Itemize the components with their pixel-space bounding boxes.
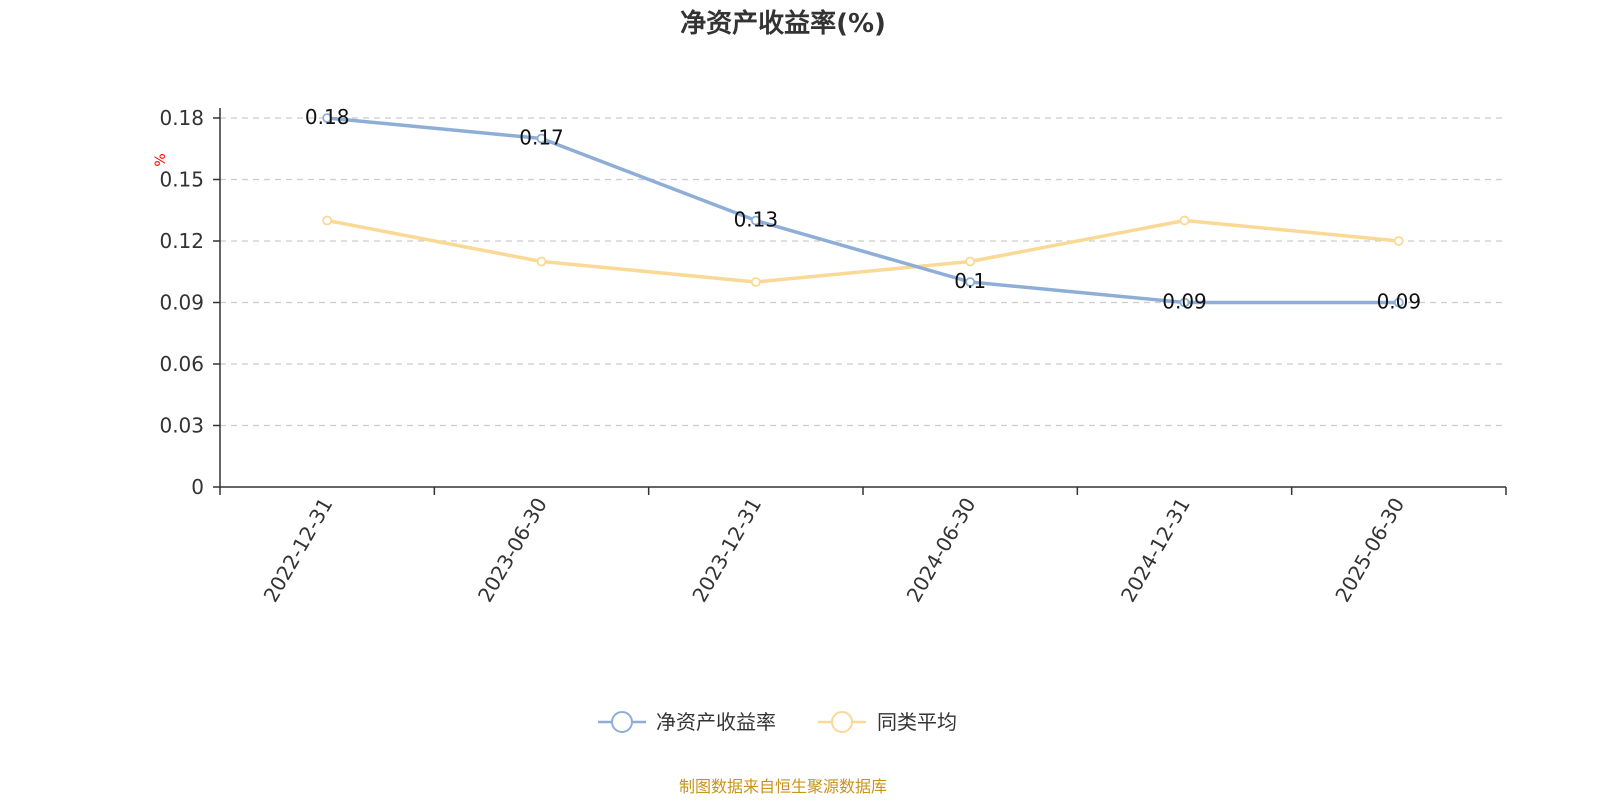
data-label: 0.18 — [305, 105, 350, 129]
y-tick-label: 0.09 — [159, 291, 204, 315]
data-label: 0.09 — [1162, 290, 1207, 314]
series-line-peer-average — [326, 218, 1399, 284]
x-tick-label: 2022-12-31 — [259, 494, 338, 607]
data-point — [536, 256, 547, 267]
legend-marker-icon — [831, 711, 853, 733]
data-point — [536, 133, 547, 144]
legend-item-peer-average[interactable]: 同类平均 — [818, 710, 957, 734]
data-labels: 0.18 0.17 0.13 0.1 0.09 0.09 — [305, 105, 1421, 314]
y-tick-label: 0 — [191, 475, 204, 499]
legend[interactable]: 净资产收益率 同类平均 — [598, 710, 957, 734]
axes: 0 0.03 0.06 0.09 0.12 0.15 0.18 2022-12-31 2023-… — [159, 106, 1507, 607]
legend-label: 净资产收益率 — [656, 710, 776, 734]
legend-marker-icon — [611, 711, 633, 733]
y-tick-label: 0.18 — [159, 106, 204, 130]
legend-item-roe[interactable]: 净资产收益率 — [598, 710, 776, 734]
data-label: 0.13 — [734, 208, 779, 232]
y-tick-label: 0.06 — [159, 352, 204, 376]
data-point — [1179, 215, 1190, 226]
data-label: 0.09 — [1377, 290, 1422, 314]
source-note: 制图数据来自恒生聚源数据库 — [679, 777, 887, 796]
data-point — [1179, 297, 1190, 308]
data-label: 0.17 — [519, 126, 564, 150]
x-tick-label: 2024-12-31 — [1116, 494, 1195, 607]
series-lines — [322, 113, 1404, 308]
x-tick-label: 2023-06-30 — [473, 494, 552, 607]
data-point — [965, 277, 976, 287]
series-line-roe — [327, 116, 1399, 305]
y-axis-unit-label: % — [153, 153, 169, 166]
chart-title: 净资产收益率(%) — [680, 8, 886, 39]
x-tick-label: 2025-06-30 — [1330, 494, 1409, 607]
data-point — [322, 215, 333, 226]
data-point — [965, 256, 976, 267]
y-tick-label: 0.03 — [159, 414, 204, 438]
data-point — [750, 277, 761, 287]
data-label: 0.1 — [954, 269, 986, 293]
y-tick-label: 0.12 — [159, 229, 204, 253]
x-tick-label: 2023-12-31 — [687, 494, 766, 607]
x-tick-label: 2024-06-30 — [902, 494, 981, 607]
data-point — [1393, 297, 1404, 308]
data-point — [750, 215, 761, 226]
data-point — [322, 113, 333, 123]
y-tick-label: 0.15 — [159, 168, 204, 192]
legend-label: 同类平均 — [877, 710, 957, 734]
data-point — [1393, 236, 1404, 246]
